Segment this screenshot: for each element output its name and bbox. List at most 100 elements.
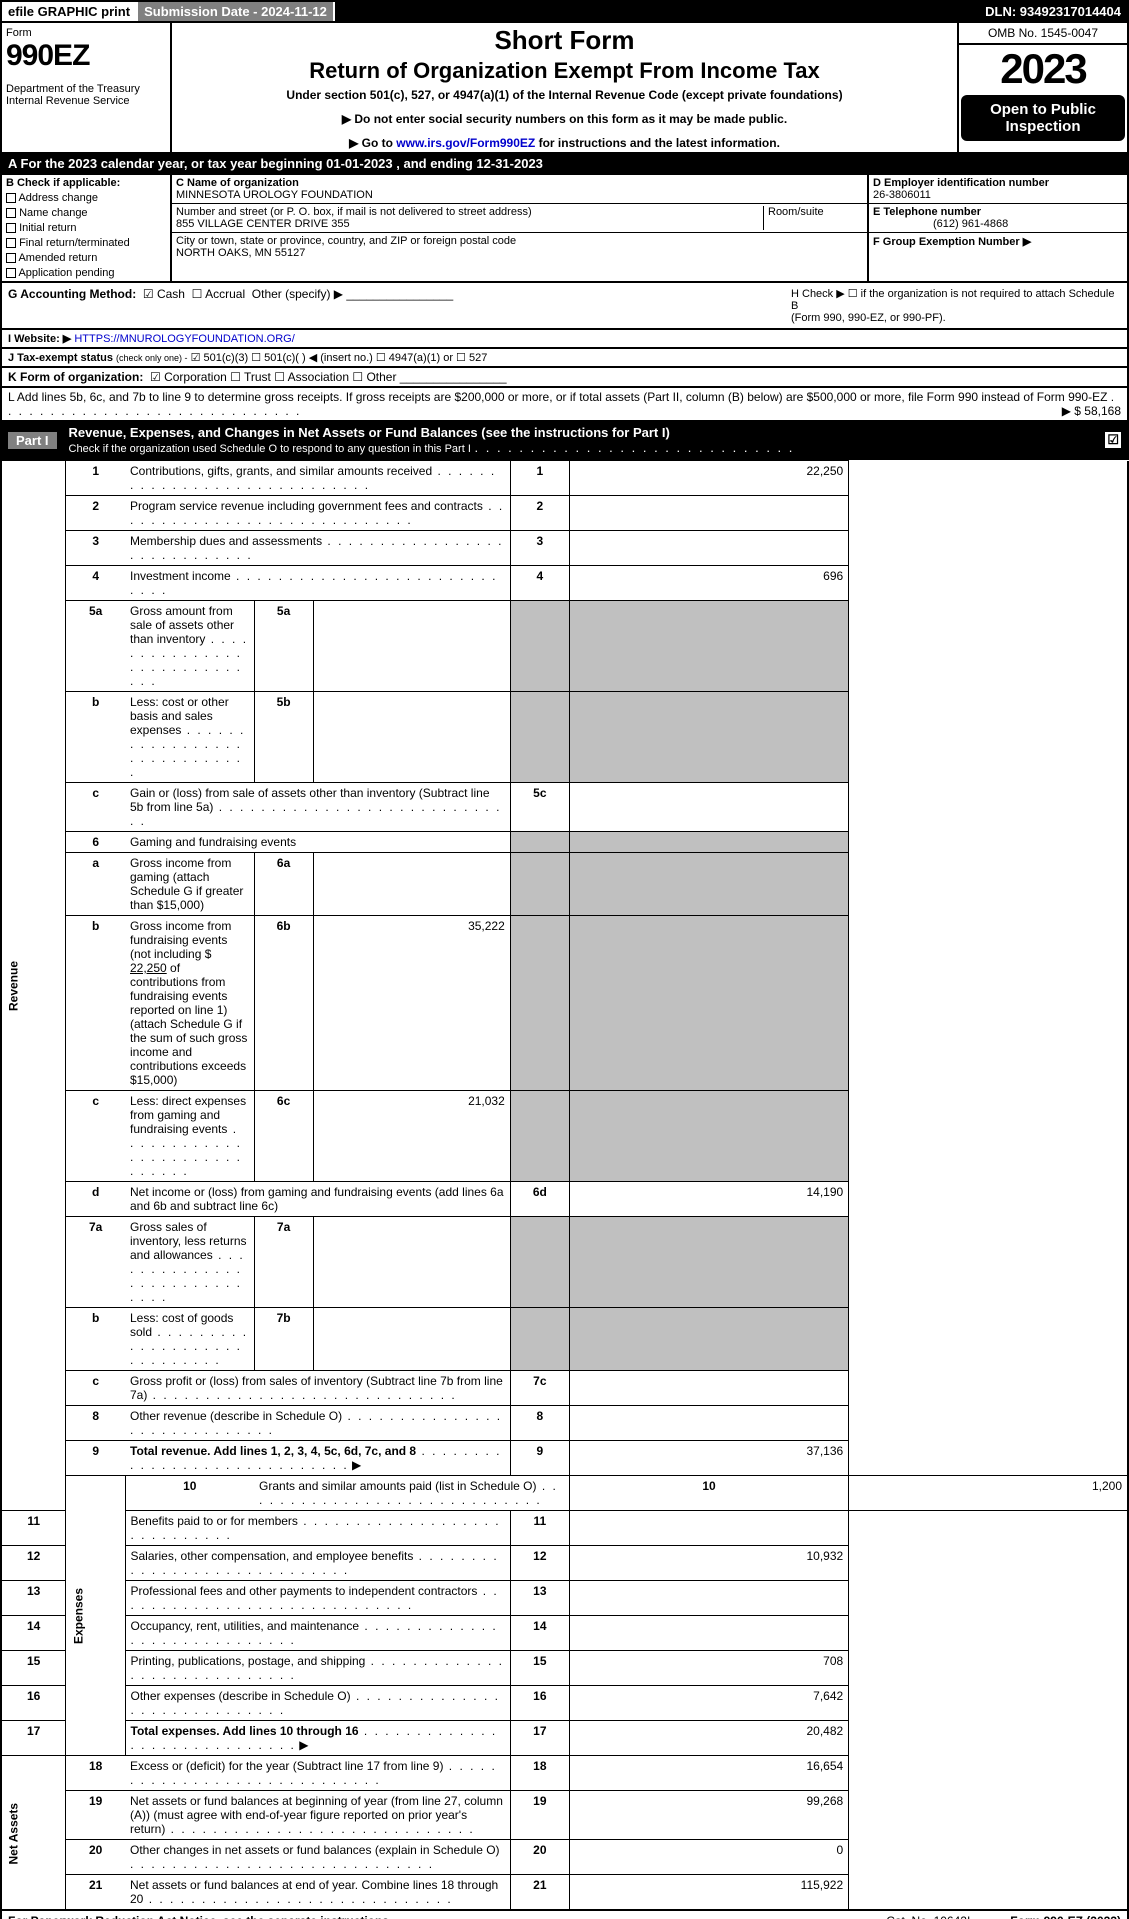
part1-check: Check if the organization used Schedule … <box>69 443 471 455</box>
open-public-badge: Open to Public Inspection <box>961 95 1125 141</box>
line-17-desc: Total expenses. Add lines 10 through 16 <box>131 1724 359 1738</box>
line-5a-sl: 5a <box>254 601 313 692</box>
ein: 26-3806011 <box>873 189 931 201</box>
b-opt-final[interactable]: Final return/terminated <box>6 237 166 249</box>
website-link[interactable]: HTTPS://MNUROLOGYFOUNDATION.ORG/ <box>74 333 294 345</box>
g-cash: Cash <box>157 287 185 301</box>
line-3-desc: Membership dues and assessments <box>130 534 322 548</box>
line-6c-sa: 21,032 <box>313 1091 510 1182</box>
line-2-desc: Program service revenue including govern… <box>130 499 483 513</box>
c-city-label: City or town, state or province, country… <box>176 235 516 247</box>
netassets-vert-label: Net Assets <box>1 1756 66 1911</box>
line-5b-sa <box>313 692 510 783</box>
expenses-vert-label: Expenses <box>66 1476 125 1756</box>
footer: For Paperwork Reduction Act Notice, see … <box>0 1911 1129 1919</box>
line-12-num: 12 <box>1 1546 66 1581</box>
b-opt-amended[interactable]: Amended return <box>6 252 166 264</box>
dln: DLN: 93492317014404 <box>979 2 1127 21</box>
line-9-desc: Total revenue. Add lines 1, 2, 3, 4, 5c,… <box>130 1444 416 1458</box>
line-15-num: 15 <box>1 1651 66 1686</box>
org-city: NORTH OAKS, MN 55127 <box>176 247 305 259</box>
line-5a-sa <box>313 601 510 692</box>
line-21-amt: 115,922 <box>569 1875 848 1911</box>
c-room-label: Room/suite <box>768 206 824 218</box>
title-box: Short Form Return of Organization Exempt… <box>172 23 957 152</box>
line-17-n: 17 <box>510 1721 569 1756</box>
section-i: I Website: ▶ HTTPS://MNUROLOGYFOUNDATION… <box>0 330 1129 349</box>
l-amount: ▶ $ 58,168 <box>1062 404 1121 418</box>
telephone: (612) 961-4868 <box>873 218 1008 230</box>
b-opt-initial[interactable]: Initial return <box>6 222 166 234</box>
instr2-post: for instructions and the latest informat… <box>535 136 780 150</box>
line-20-n: 20 <box>510 1840 569 1875</box>
line-6-num: 6 <box>66 832 125 853</box>
line-14-num: 14 <box>1 1616 66 1651</box>
g-label: G Accounting Method: <box>8 287 136 301</box>
line-4-num: 4 <box>66 566 125 601</box>
line-2-amt <box>569 496 848 531</box>
line-4-amt: 696 <box>569 566 848 601</box>
org-name: MINNESOTA UROLOGY FOUNDATION <box>176 189 373 201</box>
line-12-desc: Salaries, other compensation, and employ… <box>131 1549 414 1563</box>
irs-link[interactable]: www.irs.gov/Form990EZ <box>396 136 535 150</box>
line-7b-sl: 7b <box>254 1308 313 1371</box>
b-opt-pending[interactable]: Application pending <box>6 267 166 279</box>
line-7c-n: 7c <box>510 1371 569 1406</box>
line-11-n: 11 <box>510 1511 569 1546</box>
line-7b-num: b <box>66 1308 125 1371</box>
return-title: Return of Organization Exempt From Incom… <box>180 58 949 84</box>
line-18-amt: 16,654 <box>569 1756 848 1791</box>
section-a: A For the 2023 calendar year, or tax yea… <box>0 154 1129 175</box>
footer-cat: Cat. No. 10642I <box>886 1914 970 1919</box>
right-box: OMB No. 1545-0047 2023 Open to Public In… <box>957 23 1127 152</box>
line-19-amt: 99,268 <box>569 1791 848 1840</box>
line-20-num: 20 <box>66 1840 125 1875</box>
line-8-num: 8 <box>66 1406 125 1441</box>
line-17-amt: 20,482 <box>569 1721 848 1756</box>
footer-right: Form 990-EZ (2023) <box>1010 1914 1121 1919</box>
line-8-amt <box>569 1406 848 1441</box>
line-4-desc: Investment income <box>130 569 231 583</box>
line-6b-num: b <box>66 916 125 1091</box>
e-tel-label: E Telephone number <box>873 206 981 218</box>
h-text2: (Form 990, 990-EZ, or 990-PF). <box>791 312 946 324</box>
line-1-amt: 22,250 <box>569 461 848 496</box>
b-opt-address[interactable]: Address change <box>6 192 166 204</box>
line-8-n: 8 <box>510 1406 569 1441</box>
form-id-box: Form 990EZ Department of the Treasury In… <box>2 23 172 152</box>
b-header: B Check if applicable: <box>6 177 166 189</box>
omb-number: OMB No. 1545-0047 <box>959 23 1127 45</box>
line-1-n: 1 <box>510 461 569 496</box>
line-20-amt: 0 <box>569 1840 848 1875</box>
part1-title: Revenue, Expenses, and Changes in Net As… <box>69 425 670 440</box>
line-9-num: 9 <box>66 1441 125 1476</box>
instr2-pre: ▶ Go to <box>349 136 396 150</box>
section-g: G Accounting Method: ☑ Cash ☐ Accrual Ot… <box>8 287 791 324</box>
topbar: efile GRAPHIC print Submission Date - 20… <box>0 0 1129 23</box>
line-12-amt: 10,932 <box>569 1546 848 1581</box>
line-4-n: 4 <box>510 566 569 601</box>
line-1-num: 1 <box>66 461 125 496</box>
efile-label[interactable]: efile GRAPHIC print <box>2 2 138 21</box>
b-opt-name[interactable]: Name change <box>6 207 166 219</box>
form-number: 990EZ <box>6 39 166 73</box>
line-6c-sl: 6c <box>254 1091 313 1182</box>
line-7a-num: 7a <box>66 1217 125 1308</box>
footer-left: For Paperwork Reduction Act Notice, see … <box>8 1914 392 1919</box>
k-label: K Form of organization: <box>8 370 143 384</box>
instruction-1: ▶ Do not enter social security numbers o… <box>180 112 949 126</box>
part1-checkbox[interactable]: ☑ <box>1105 432 1121 448</box>
line-11-num: 11 <box>1 1511 66 1546</box>
part1-header: Part I Revenue, Expenses, and Changes in… <box>0 422 1129 460</box>
line-6b-desc1: Gross income from fundraising events (no… <box>130 919 231 961</box>
bcd-row: B Check if applicable: Address change Na… <box>0 175 1129 283</box>
line-2-num: 2 <box>66 496 125 531</box>
dept-label: Department of the Treasury Internal Reve… <box>6 83 166 107</box>
part1-label: Part I <box>8 432 57 449</box>
line-13-num: 13 <box>1 1581 66 1616</box>
line-10-amt: 1,200 <box>849 1476 1128 1511</box>
section-h: H Check ▶ ☐ if the organization is not r… <box>791 287 1121 324</box>
line-3-num: 3 <box>66 531 125 566</box>
line-13-amt <box>569 1581 848 1616</box>
line-14-n: 14 <box>510 1616 569 1651</box>
